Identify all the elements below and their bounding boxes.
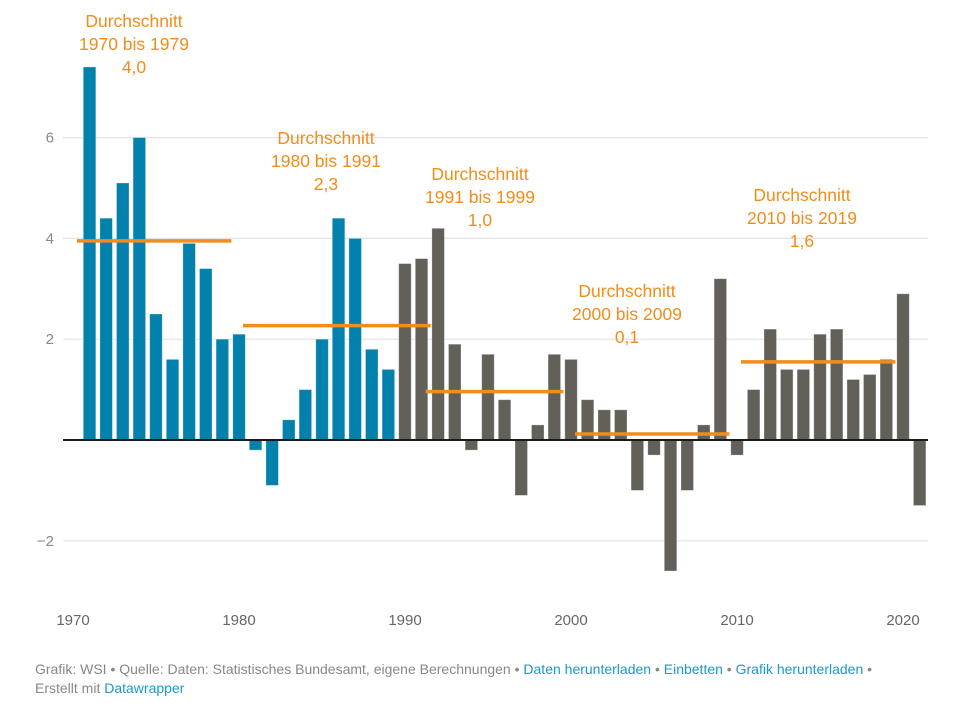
average-annotation: Durchschnitt 2000 bis 2009 0,1 <box>572 281 682 347</box>
bar-1998 <box>531 424 545 441</box>
annotation-line: Durchschnitt <box>277 128 374 148</box>
x-tick-label: 2020 <box>886 612 919 629</box>
annotation-line: 1980 bis 1991 <box>271 151 381 171</box>
bar-1997 <box>514 439 528 496</box>
bar-1990 <box>398 263 412 441</box>
bar-2021 <box>913 439 927 506</box>
bar-2000 <box>564 358 578 441</box>
y-tick-label: 6 <box>46 130 54 147</box>
separator: • <box>651 661 664 677</box>
bar-1999 <box>547 353 561 441</box>
annotation-line: Durchschnitt <box>85 11 182 31</box>
x-tick-label: 2000 <box>554 612 587 629</box>
bar-1987 <box>348 237 362 441</box>
y-axis-labels: −2 2 4 6 <box>37 130 54 550</box>
annotation-line: 1970 bis 1979 <box>79 34 189 54</box>
bar-2004 <box>630 439 644 491</box>
source-text: Quelle: Daten: Statistisches Bundesamt, … <box>119 661 511 677</box>
bar-1973 <box>116 182 130 441</box>
separator: • <box>106 661 120 677</box>
bar-2015 <box>813 333 827 441</box>
bars <box>82 66 927 572</box>
bar-2020 <box>896 293 910 441</box>
bar-2006 <box>663 439 678 572</box>
annotation-line: Durchschnitt <box>431 164 528 184</box>
bar-1979 <box>215 338 230 441</box>
credit-text: Grafik: WSI <box>35 661 107 677</box>
bar-2013 <box>780 368 794 441</box>
datawrapper-link[interactable]: Datawrapper <box>104 680 185 696</box>
annotation-line: 2010 bis 2019 <box>747 208 857 228</box>
embed-link[interactable]: Einbetten <box>663 661 723 677</box>
bar-1995 <box>481 353 495 441</box>
separator: • <box>863 661 873 677</box>
average-annotation: Durchschnitt 1970 bis 1979 4,0 <box>79 11 189 77</box>
annotation-line: 1,6 <box>790 231 814 251</box>
y-tick-label: 4 <box>46 230 54 247</box>
annotation-line: 2000 bis 2009 <box>572 304 682 324</box>
bar-2011 <box>747 389 761 441</box>
bar-2019 <box>879 358 893 441</box>
annotation-line: 4,0 <box>122 57 147 77</box>
bar-1976 <box>165 358 180 441</box>
x-tick-label: 1990 <box>388 612 421 629</box>
bar-1975 <box>149 313 163 441</box>
annotation-line: Durchschnitt <box>578 281 675 301</box>
bar-1991 <box>414 258 429 441</box>
annotation-line: 2,3 <box>314 174 338 194</box>
bar-1981 <box>248 439 263 451</box>
bar-1982 <box>265 439 279 486</box>
bar-2012 <box>763 328 777 441</box>
average-annotation: Durchschnitt 1991 bis 1999 1,0 <box>425 164 535 230</box>
bar-1972 <box>99 217 113 441</box>
annotation-line: Durchschnitt <box>753 185 850 205</box>
separator: • <box>510 661 524 677</box>
made-with-text: Erstellt mit <box>35 680 101 696</box>
bar-2018 <box>863 374 877 441</box>
bar-1978 <box>199 268 213 441</box>
bar-1977 <box>182 242 196 441</box>
y-tick-label: −2 <box>37 533 54 550</box>
x-axis-labels: 1970 1980 1990 2000 2010 2020 <box>56 612 919 629</box>
separator: • <box>722 661 736 677</box>
bar-1971 <box>82 66 97 441</box>
average-annotation: Durchschnitt 2010 bis 2019 1,6 <box>747 185 857 251</box>
footer: Grafik: WSI • Quelle: Daten: Statistisch… <box>35 660 915 698</box>
average-lines <box>77 239 896 436</box>
bar-2007 <box>680 439 694 491</box>
bar-2016 <box>830 328 844 441</box>
bar-1974 <box>132 137 147 441</box>
bar-2014 <box>796 368 810 441</box>
download-data-link[interactable]: Daten herunterladen <box>523 661 652 677</box>
bar-1986 <box>331 217 346 441</box>
bar-1992 <box>431 227 445 441</box>
average-annotations: Durchschnitt 1970 bis 1979 4,0Durchschnitt… <box>79 11 857 347</box>
bar-1988 <box>365 348 379 441</box>
x-tick-label: 1980 <box>222 612 255 629</box>
bar-1980 <box>232 333 246 441</box>
bar-1983 <box>282 419 296 441</box>
bar-2005 <box>647 439 661 456</box>
bar-1984 <box>298 389 313 441</box>
bar-1985 <box>315 338 329 441</box>
bar-2017 <box>846 379 860 441</box>
annotation-line: 0,1 <box>615 327 639 347</box>
bar-2010 <box>730 439 744 456</box>
download-image-link[interactable]: Grafik herunterladen <box>735 661 864 677</box>
annotation-line: 1991 bis 1999 <box>425 187 535 207</box>
bar-2009 <box>713 278 727 441</box>
y-tick-label: 2 <box>46 331 54 348</box>
bar-1996 <box>497 399 512 441</box>
average-annotation: Durchschnitt 1980 bis 1991 2,3 <box>271 128 381 194</box>
annotation-line: 1,0 <box>468 210 493 230</box>
x-tick-label: 1970 <box>56 612 89 629</box>
bar-1989 <box>381 368 396 441</box>
x-tick-label: 2010 <box>720 612 753 629</box>
bar-1994 <box>464 439 479 451</box>
